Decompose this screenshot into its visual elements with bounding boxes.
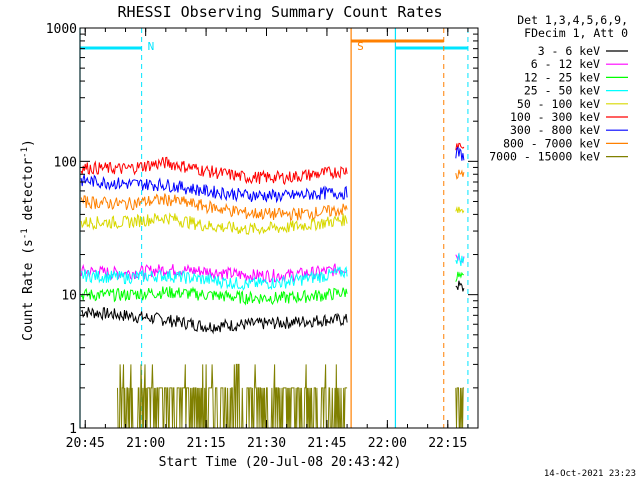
series-4 bbox=[80, 206, 465, 236]
x-axis-ticks: 20:45 21:00 21:15 21:30 21:45 22:00 22:15 bbox=[66, 28, 469, 451]
series-5 bbox=[80, 142, 465, 186]
x-tick-label-4: 21:45 bbox=[307, 436, 346, 451]
y-tick-label-1: 10 bbox=[61, 289, 77, 304]
series-3-segment-0 bbox=[80, 266, 348, 291]
footer-timestamp: 14-Oct-2021 23:23 bbox=[544, 469, 636, 479]
series-2-segment-1 bbox=[455, 271, 464, 282]
legend-header-line2: FDecim 1, Att 0 bbox=[524, 26, 628, 40]
series-4-segment-1 bbox=[455, 206, 465, 214]
series-0-segment-1 bbox=[455, 280, 465, 292]
series-6-segment-0 bbox=[80, 174, 348, 204]
legend: Det 1,3,4,5,6,9, FDecim 1, Att 0 3 - 6 k… bbox=[489, 13, 628, 164]
legend-label-8: 7000 - 15000 keV bbox=[489, 150, 600, 164]
x-tick-label-6: 22:15 bbox=[428, 436, 467, 451]
series-7-segment-0 bbox=[80, 193, 348, 222]
series-2 bbox=[80, 271, 464, 306]
series-5-segment-0 bbox=[80, 156, 348, 186]
y-tick-label-2: 100 bbox=[54, 155, 77, 170]
series-8-segment-0 bbox=[117, 363, 348, 429]
plot-border bbox=[79, 27, 479, 429]
series-8 bbox=[117, 363, 464, 429]
y-axis-label-part2: detector bbox=[21, 158, 36, 229]
legend-label-7: 800 - 7000 keV bbox=[503, 136, 600, 150]
legend-label-6: 300 - 800 keV bbox=[510, 123, 600, 137]
plot-frame bbox=[79, 27, 479, 429]
legend-label-0: 3 - 6 keV bbox=[538, 44, 600, 58]
series-0 bbox=[80, 280, 465, 335]
y-tick-label-0: 1 bbox=[69, 422, 77, 437]
y-axis-ticks: 1 10 100 1000 bbox=[46, 22, 478, 437]
series-5-segment-1 bbox=[455, 142, 465, 151]
x-tick-label-2: 21:15 bbox=[187, 436, 226, 451]
series-3 bbox=[80, 252, 465, 291]
x-tick-label-5: 22:00 bbox=[368, 436, 407, 451]
legend-label-2: 12 - 25 keV bbox=[524, 70, 600, 84]
series-2-segment-0 bbox=[80, 286, 348, 306]
y-axis-label: Count Rate (s-1 detector-1) bbox=[20, 139, 36, 341]
legend-label-1: 6 - 12 keV bbox=[531, 57, 600, 71]
chart-title: RHESSI Observing Summary Count Rates bbox=[117, 3, 442, 21]
y-tick-label-3: 1000 bbox=[46, 22, 77, 37]
series-7-segment-1 bbox=[455, 169, 465, 180]
annotation-n: N bbox=[148, 40, 155, 53]
series-7 bbox=[80, 169, 465, 222]
series-8-segment-1 bbox=[455, 387, 464, 429]
series-6 bbox=[80, 146, 465, 204]
x-axis-label: Start Time (20-Jul-08 20:43:42) bbox=[159, 455, 402, 470]
series-3-segment-1 bbox=[455, 252, 465, 266]
series-0-segment-0 bbox=[80, 307, 348, 335]
y-axis-label-sup1: -1 bbox=[20, 228, 30, 239]
x-tick-label-0: 20:45 bbox=[66, 436, 105, 451]
y-axis-label-part1: Count Rate (s bbox=[21, 239, 36, 341]
legend-header-line1: Det 1,3,4,5,6,9, bbox=[517, 13, 628, 27]
y-axis-label-end: ) bbox=[21, 139, 36, 147]
x-tick-label-3: 21:30 bbox=[247, 436, 286, 451]
legend-label-3: 25 - 50 keV bbox=[524, 84, 600, 98]
y-axis-label-sup2: -1 bbox=[20, 147, 30, 158]
annotation-s: S bbox=[357, 40, 364, 53]
x-tick-label-1: 21:00 bbox=[126, 436, 165, 451]
series-4-segment-0 bbox=[80, 212, 348, 236]
series-6-segment-1 bbox=[455, 146, 465, 161]
legend-label-5: 100 - 300 keV bbox=[510, 110, 600, 124]
legend-label-4: 50 - 100 keV bbox=[517, 97, 600, 111]
